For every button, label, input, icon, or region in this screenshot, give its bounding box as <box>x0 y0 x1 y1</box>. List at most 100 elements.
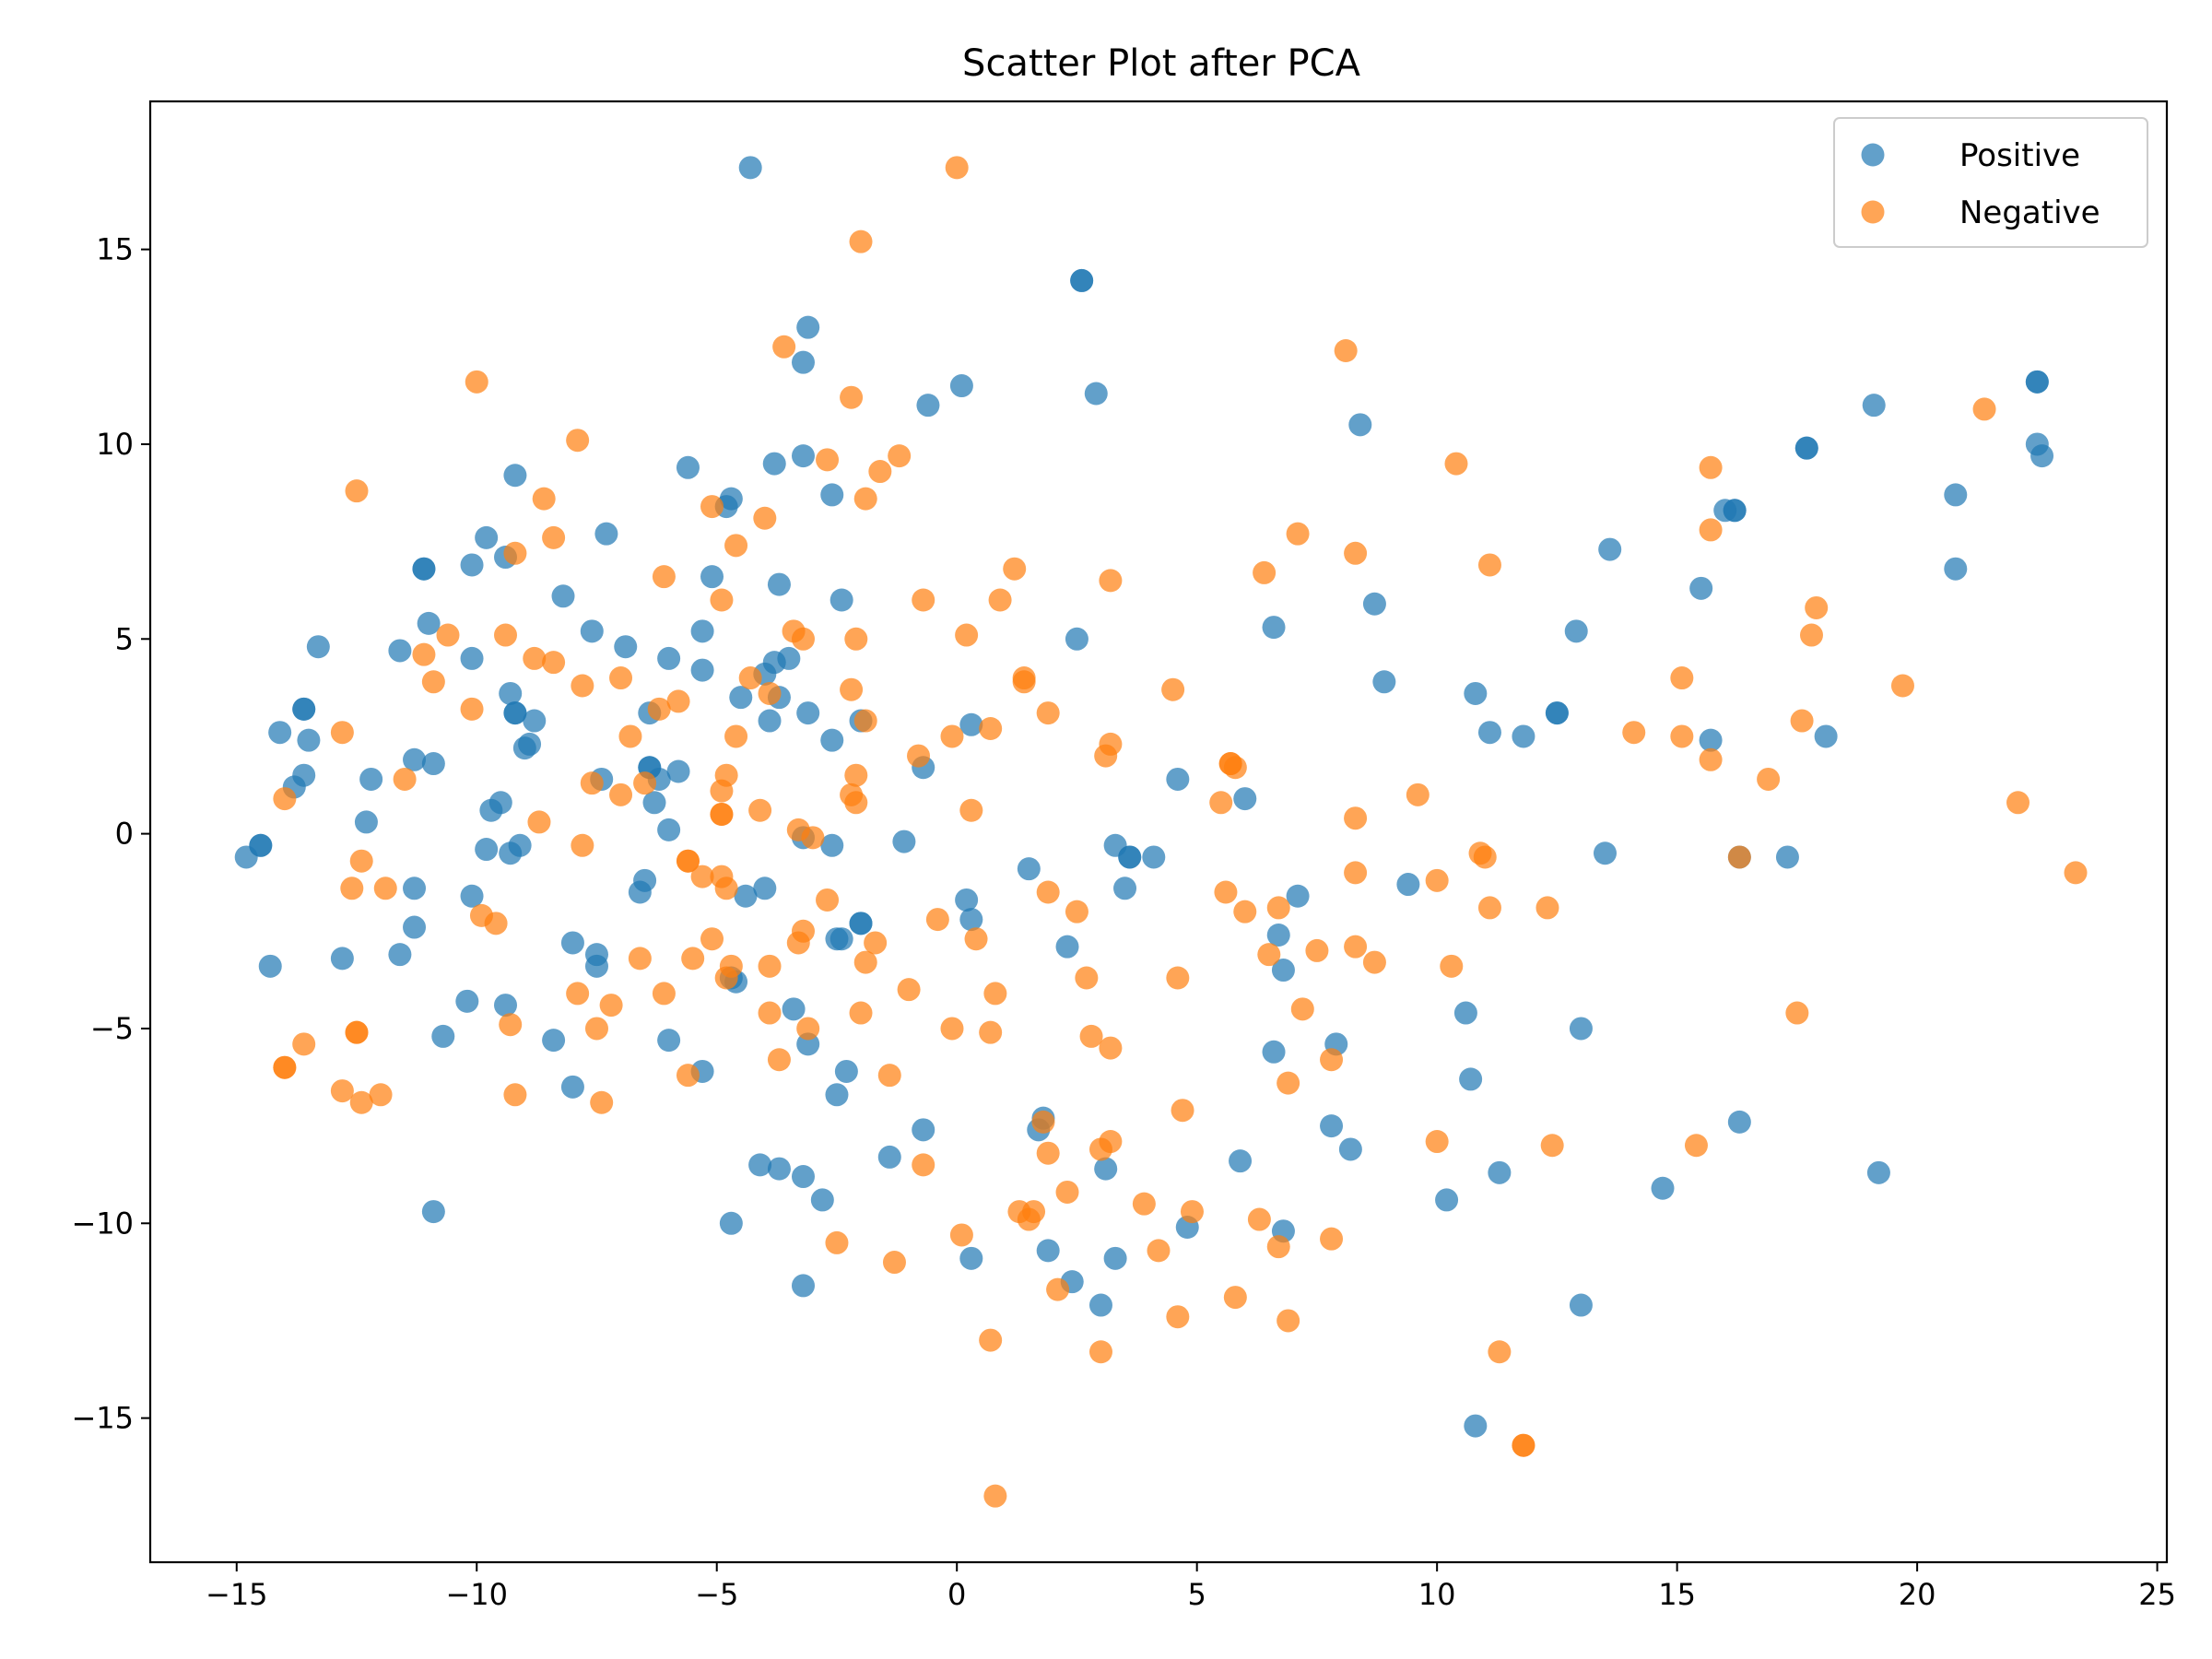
scatter-point-positive <box>2025 370 2049 394</box>
scatter-point-negative <box>345 479 369 503</box>
scatter-point-positive <box>1727 1110 1751 1134</box>
scatter-point-positive <box>1564 619 1588 643</box>
scatter-point-negative <box>949 1223 973 1247</box>
scatter-point-positive <box>758 709 782 733</box>
scatter-point-negative <box>738 666 762 690</box>
scatter-point-negative <box>816 888 840 912</box>
scatter-point-negative <box>330 1079 354 1103</box>
scatter-point-negative <box>714 877 738 900</box>
scatter-point-negative <box>1444 452 1468 476</box>
scatter-point-positive <box>767 572 791 596</box>
y-tick-label: 0 <box>115 817 134 852</box>
scatter-point-negative <box>1684 1134 1708 1158</box>
scatter-point-negative <box>1036 701 1060 725</box>
scatter-point-negative <box>1305 938 1329 962</box>
scatter-point-positive <box>560 1075 584 1099</box>
scatter-point-positive <box>475 838 499 862</box>
scatter-point-negative <box>979 716 1003 740</box>
scatter-point-negative <box>1805 595 1829 619</box>
scatter-point-negative <box>1099 1036 1123 1060</box>
scatter-point-negative <box>1535 896 1559 920</box>
scatter-point-negative <box>618 724 642 748</box>
scatter-point-positive <box>417 611 441 635</box>
scatter-point-negative <box>983 1484 1007 1508</box>
scatter-point-negative <box>1003 557 1027 581</box>
scatter-point-positive <box>1598 537 1622 561</box>
scatter-point-negative <box>369 1083 393 1107</box>
scatter-point-positive <box>523 709 547 733</box>
scatter-point-negative <box>1055 1180 1079 1204</box>
scatter-point-positive <box>657 646 681 670</box>
scatter-point-negative <box>758 1001 782 1025</box>
scatter-point-positive <box>421 1200 445 1224</box>
scatter-point-positive <box>1103 1246 1127 1270</box>
scatter-point-positive <box>1689 576 1713 600</box>
scatter-point-positive <box>1488 1160 1512 1184</box>
scatter-point-positive <box>949 374 973 398</box>
scatter-point-positive <box>1453 1001 1477 1025</box>
scatter-point-negative <box>1406 782 1430 806</box>
scatter-point-positive <box>1233 787 1257 811</box>
scatter-point-negative <box>1972 397 1996 421</box>
scatter-point-positive <box>690 658 714 682</box>
scatter-point-negative <box>1065 900 1088 924</box>
scatter-point-negative <box>373 877 397 900</box>
legend-label-negative: Negative <box>1959 194 2100 231</box>
scatter-point-negative <box>877 1064 901 1088</box>
scatter-point-negative <box>2006 791 2030 815</box>
scatter-point-positive <box>959 712 983 736</box>
scatter-point-negative <box>1266 1235 1290 1259</box>
scatter-point-negative <box>1670 724 1694 748</box>
y-tick-label: 10 <box>96 427 134 462</box>
scatter-point-negative <box>791 627 815 651</box>
scatter-point-negative <box>825 1230 849 1254</box>
scatter-point-negative <box>1344 935 1368 959</box>
scatter-point-negative <box>955 623 979 647</box>
scatter-point-positive <box>1320 1114 1344 1138</box>
scatter-point-negative <box>1670 666 1694 690</box>
scatter-point-negative <box>599 994 623 1018</box>
scatter-point-negative <box>676 849 700 873</box>
scatter-point-positive <box>306 635 330 659</box>
scatter-point-negative <box>503 1083 527 1107</box>
scatter-point-positive <box>1464 1414 1488 1438</box>
scatter-point-negative <box>959 798 983 822</box>
scatter-point-negative <box>868 460 892 484</box>
scatter-point-negative <box>292 1032 316 1056</box>
scatter-point-negative <box>542 651 566 675</box>
scatter-point-positive <box>791 1274 815 1298</box>
scatter-point-positive <box>1545 701 1569 725</box>
x-tick-label: −5 <box>695 1577 738 1612</box>
scatter-point-negative <box>1161 677 1185 701</box>
scatter-point-positive <box>1262 1040 1286 1064</box>
scatter-point-negative <box>1512 1433 1535 1457</box>
scatter-point-negative <box>1036 880 1060 904</box>
scatter-point-negative <box>1344 541 1368 565</box>
scatter-point-negative <box>609 782 633 806</box>
scatter-point-negative <box>1046 1277 1070 1301</box>
scatter-point-negative <box>1214 880 1238 904</box>
scatter-point-negative <box>1147 1239 1171 1263</box>
plot-frame <box>148 100 2169 1564</box>
scatter-point-negative <box>897 978 921 1002</box>
scatter-point-negative <box>1223 1286 1247 1310</box>
scatter-point-negative <box>571 833 594 857</box>
scatter-point-negative <box>1022 1200 1046 1224</box>
scatter-point-negative <box>767 1048 791 1072</box>
scatter-point-positive <box>542 1029 566 1053</box>
scatter-point-positive <box>359 767 383 791</box>
scatter-point-negative <box>1540 1134 1564 1158</box>
scatter-point-negative <box>566 982 590 1006</box>
scatter-point-negative <box>652 982 676 1006</box>
y-tick-label: −10 <box>71 1206 134 1241</box>
scatter-point-negative <box>710 779 734 803</box>
scatter-point-negative <box>945 156 969 180</box>
plot-area <box>150 101 2167 1562</box>
scatter-point-positive <box>1348 413 1372 437</box>
scatter-point-positive <box>796 315 820 339</box>
scatter-point-positive <box>431 1024 455 1048</box>
scatter-point-positive <box>1477 721 1501 745</box>
scatter-point-negative <box>700 495 724 519</box>
scatter-point-positive <box>657 1029 681 1053</box>
